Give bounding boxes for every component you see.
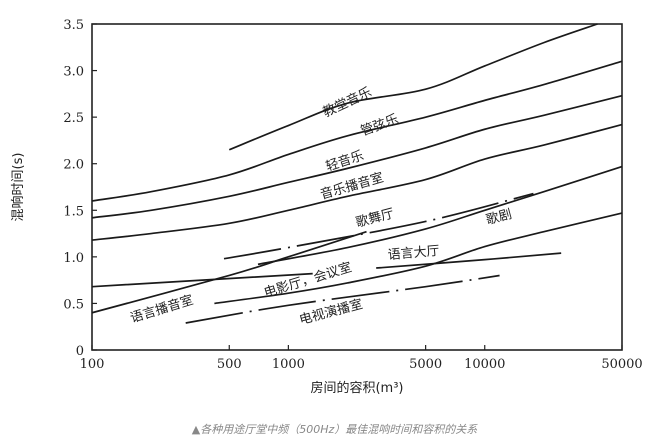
series-line-2	[91, 94, 623, 219]
series-line-7	[376, 252, 562, 269]
curve-label: 电影厅，会议室	[262, 259, 354, 301]
curve-label: 轻音乐	[324, 148, 366, 175]
curve-label: 管弦乐	[359, 111, 401, 139]
y-tick-label: 3.5	[63, 18, 84, 33]
curve-label: 语言大厅	[387, 244, 440, 263]
x-axis-label: 房间的容积(m³)	[310, 380, 403, 396]
x-tick-label: 500	[217, 357, 242, 372]
y-tick-label: 1.5	[63, 204, 84, 219]
curve-label: 歌舞厅	[354, 206, 396, 231]
x-tick-label: 100	[80, 357, 105, 372]
x-tick-label: 5000	[409, 357, 442, 372]
y-axis-label: 混响时间(s)	[10, 153, 26, 222]
series-line-5	[257, 165, 623, 266]
curve-label: 语言播音室	[128, 292, 195, 326]
y-tick-label: 1.0	[63, 251, 84, 266]
curve-label: 歌剧	[485, 207, 514, 228]
y-tick-label: 2.0	[63, 158, 84, 173]
series-line-8	[214, 212, 623, 305]
x-tick-label: 10000	[464, 357, 505, 372]
y-tick-label: 0	[76, 344, 84, 359]
series-line-0	[228, 23, 598, 151]
x-tick-label: 50000	[601, 357, 642, 372]
series-line-1	[91, 60, 623, 202]
y-tick-label: 3.0	[63, 65, 84, 80]
series-line-3	[91, 123, 623, 241]
figure-caption: ▲各种用途厅堂中频（500Hz）最佳混响时间和容积的关系	[191, 423, 478, 436]
series-line-4	[223, 192, 534, 260]
x-tick-label: 1000	[272, 357, 305, 372]
series-line-10	[185, 274, 500, 324]
series-line-6	[91, 272, 313, 288]
plot-frame	[91, 23, 623, 351]
y-tick-label: 2.5	[63, 111, 84, 126]
curve-label: 教堂音乐	[320, 84, 374, 120]
series-line-9	[91, 230, 367, 314]
curve-label: 电视演播室	[297, 296, 364, 328]
y-tick-label: 0.5	[63, 297, 84, 312]
